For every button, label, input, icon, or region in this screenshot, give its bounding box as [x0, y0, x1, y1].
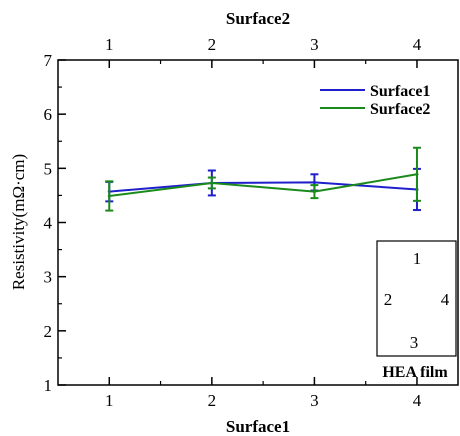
x-tick-label: 4	[413, 391, 422, 410]
y-tick-label: 3	[44, 268, 53, 287]
x-tick-label: 3	[310, 391, 319, 410]
legend: Surface1 Surface2	[320, 83, 430, 118]
inset-label-1: 1	[413, 249, 422, 268]
data-point	[107, 194, 111, 198]
data-point	[415, 172, 419, 176]
y-tick-label: 7	[44, 51, 53, 70]
series-surface2	[105, 146, 421, 212]
y-tick-label: 2	[44, 322, 53, 341]
x2-tick-label: 1	[105, 35, 114, 54]
inset-caption: HEA film	[382, 364, 448, 381]
x-tick-label: 2	[208, 391, 217, 410]
inset-label-2: 2	[384, 290, 393, 309]
x2-tick-label: 3	[310, 35, 319, 54]
x-axis-title: Surface1	[226, 417, 290, 436]
inset-label-4: 4	[441, 290, 450, 309]
y-axis-title: Resistivity(mΩ·cm)	[9, 154, 28, 290]
legend-label-surface2: Surface2	[370, 101, 430, 118]
inset-label-3: 3	[410, 333, 419, 352]
x2-axis-title: Surface2	[226, 9, 290, 28]
series-line-surface1	[109, 181, 418, 193]
series-layer	[105, 146, 421, 212]
axis-ticks	[58, 59, 418, 386]
y-tick-label: 6	[44, 105, 53, 124]
data-point	[210, 181, 214, 185]
data-point	[312, 180, 316, 184]
x2-tick-label: 2	[208, 35, 217, 54]
legend-label-surface1: Surface1	[370, 83, 430, 100]
inset-film-diagram: 1 2 3 4 HEA film	[376, 240, 457, 381]
series-line-surface2	[109, 173, 418, 197]
axis-tick-labels: 1 2 3 4 5 6 7 1 2 3 4 1 2 3 4	[44, 35, 422, 410]
x-tick-label: 1	[105, 391, 114, 410]
y-tick-label: 4	[44, 214, 53, 233]
x2-tick-label: 4	[413, 35, 422, 54]
data-point	[312, 190, 316, 194]
y-tick-label: 1	[44, 376, 53, 395]
inset-box	[376, 240, 457, 357]
y-tick-label: 5	[44, 159, 53, 178]
